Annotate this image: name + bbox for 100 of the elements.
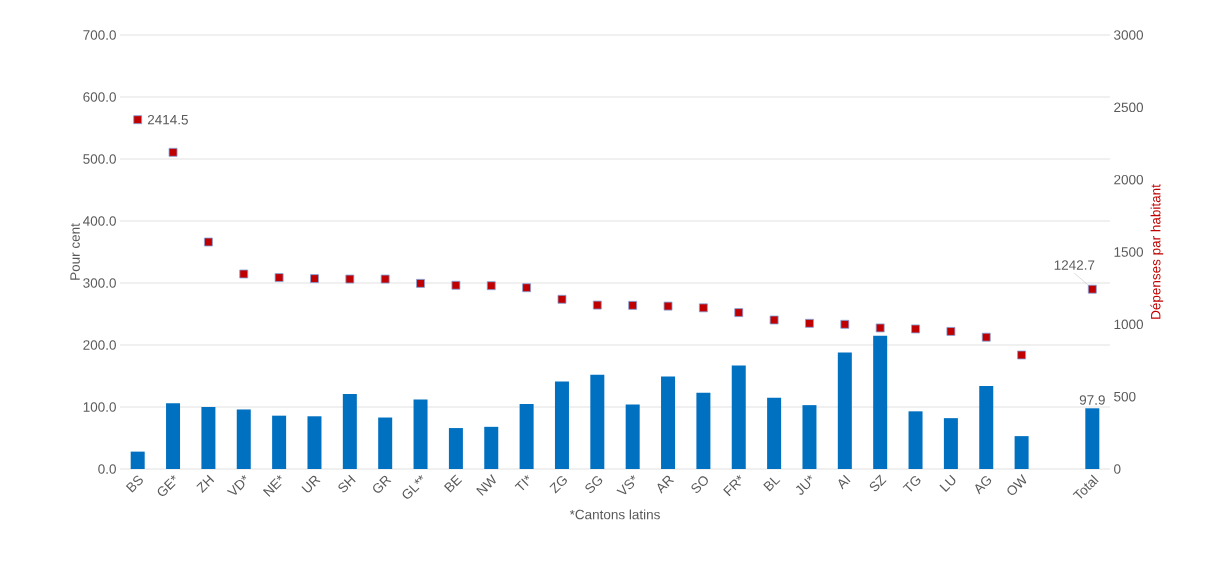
bar <box>837 352 852 469</box>
x-tick-label: BS <box>125 475 143 493</box>
point <box>133 115 143 125</box>
y2-tick-label: 1000 <box>1114 319 1144 330</box>
y-tick-label: 200.0 <box>83 340 116 350</box>
x-tick-label: AI <box>838 474 851 490</box>
point <box>946 327 956 336</box>
point <box>911 324 920 334</box>
y-tick-label: 300.0 <box>83 278 116 288</box>
point <box>1017 350 1027 360</box>
x-tick-label: NE* <box>262 475 282 497</box>
x-tick-label: AG <box>975 476 992 495</box>
point <box>274 273 284 282</box>
bar <box>130 451 145 469</box>
x-tick-label: JU* <box>795 475 812 495</box>
bar <box>590 374 605 469</box>
point <box>699 303 708 313</box>
data-label: 97.9 <box>1079 395 1105 405</box>
point <box>416 278 425 288</box>
x-tick-label: LU <box>939 474 956 492</box>
x-tick-label: SH <box>338 474 356 493</box>
point <box>380 274 390 284</box>
bar <box>342 393 357 469</box>
bar <box>767 397 782 469</box>
x-tick-label: TG <box>902 476 921 492</box>
point <box>769 315 779 325</box>
y-tick-label: 100.0 <box>83 402 116 412</box>
point <box>981 332 991 342</box>
y-axis-title: Pour cent <box>70 223 80 280</box>
bar <box>979 385 994 469</box>
x-tick-label: FR* <box>723 475 742 497</box>
point <box>310 274 319 284</box>
y-tick-label: 600.0 <box>83 92 116 102</box>
x-tick-label: TI* <box>514 475 530 491</box>
point <box>805 318 814 328</box>
x-tick-label: GR <box>373 475 392 493</box>
bar <box>166 403 181 469</box>
point <box>663 301 673 311</box>
bar <box>307 416 322 469</box>
x-tick-label: NW <box>476 474 496 496</box>
y2-tick-label: 2500 <box>1114 102 1144 113</box>
bar <box>378 417 393 469</box>
bar <box>201 406 216 469</box>
x-tick-label: SZ <box>869 474 887 492</box>
x-tick-label: SG <box>585 476 603 493</box>
y2-tick-label: 3000 <box>1114 30 1144 40</box>
point <box>840 319 850 329</box>
point <box>557 294 567 304</box>
x-tick-label: VD* <box>226 475 247 495</box>
point <box>486 281 496 291</box>
point <box>875 323 885 333</box>
bar <box>802 405 817 469</box>
bar <box>661 376 676 469</box>
y2-axis-title: Dépenses par habitant <box>1150 184 1164 319</box>
point <box>522 283 532 293</box>
bar <box>554 381 569 469</box>
point <box>239 269 249 279</box>
y2-tick-label: 2000 <box>1114 174 1144 185</box>
y2-tick-label: 1500 <box>1114 247 1144 257</box>
data-label: 1242.7 <box>1054 260 1095 270</box>
bar <box>908 411 923 469</box>
point <box>204 237 213 247</box>
bar <box>731 365 746 469</box>
y2-tick-label: 500 <box>1114 391 1136 402</box>
y-tick-label: 400.0 <box>83 216 116 226</box>
x-tick-label: BE <box>443 474 463 493</box>
x-tick-label: OW <box>1007 474 1027 495</box>
bar <box>943 418 958 469</box>
x-tick-label: BL <box>763 477 781 492</box>
bar <box>1014 436 1029 469</box>
bar <box>236 409 251 469</box>
y2-tick-label: 0 <box>1114 464 1121 474</box>
y-tick-label: 500.0 <box>83 154 116 164</box>
point <box>628 300 638 310</box>
point <box>1087 284 1097 294</box>
data-label: 2414.5 <box>147 114 188 125</box>
bar <box>519 403 534 469</box>
bar <box>625 404 640 469</box>
y-tick-label: 700.0 <box>83 30 116 40</box>
point <box>168 147 178 157</box>
point <box>734 308 744 318</box>
bar <box>272 415 287 469</box>
x-axis-title: *Cantons latins <box>569 509 660 520</box>
point <box>592 300 602 310</box>
x-tick-label: VS* <box>616 475 636 495</box>
bar <box>448 428 463 469</box>
bar <box>484 426 499 469</box>
x-tick-label: SO <box>691 476 708 493</box>
x-tick-label: ZG <box>549 476 567 494</box>
x-tick-label: AR <box>657 475 675 494</box>
bar <box>696 392 711 469</box>
point <box>451 280 461 290</box>
x-tick-label: GE* <box>157 475 176 496</box>
x-tick-label: UR <box>301 475 321 493</box>
point <box>345 274 355 284</box>
bar <box>413 399 428 469</box>
bar <box>1085 408 1100 469</box>
x-tick-label: ZH <box>196 474 215 493</box>
bar <box>873 335 888 469</box>
y-tick-label: 0.0 <box>98 464 116 474</box>
